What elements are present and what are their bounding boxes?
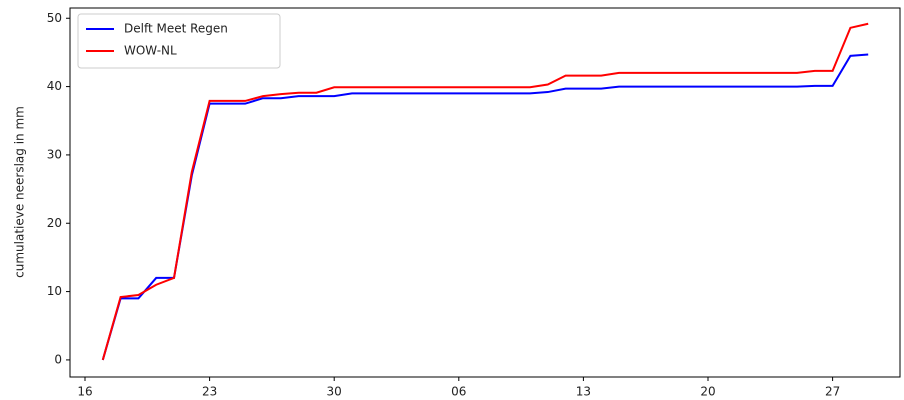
series-line bbox=[101, 53, 869, 361]
y-tick-label: 10 bbox=[47, 284, 62, 298]
x-tick-label: 30 bbox=[327, 385, 342, 399]
x-tick-label: 27 bbox=[825, 385, 840, 399]
x-tick-label: 23 bbox=[202, 385, 217, 399]
x-tick-label: 13 bbox=[576, 385, 591, 399]
series-line bbox=[101, 22, 869, 361]
x-tick-label: 06 bbox=[451, 385, 466, 399]
plot-frame bbox=[69, 7, 901, 378]
x-tick-label: 16 bbox=[77, 385, 92, 399]
legend-box bbox=[77, 13, 281, 69]
legend-label: WOW-NL bbox=[124, 44, 177, 58]
y-axis-label: cumulatieve neerslag in mm bbox=[13, 106, 27, 278]
y-tick-label: 0 bbox=[54, 352, 62, 366]
legend-label: Delft Meet Regen bbox=[124, 22, 228, 36]
y-tick-label: 50 bbox=[47, 11, 62, 25]
x-tick-label: 20 bbox=[700, 385, 715, 399]
y-tick-label: 20 bbox=[47, 216, 62, 230]
y-tick-label: 40 bbox=[47, 79, 62, 93]
y-tick-label: 30 bbox=[47, 147, 62, 161]
